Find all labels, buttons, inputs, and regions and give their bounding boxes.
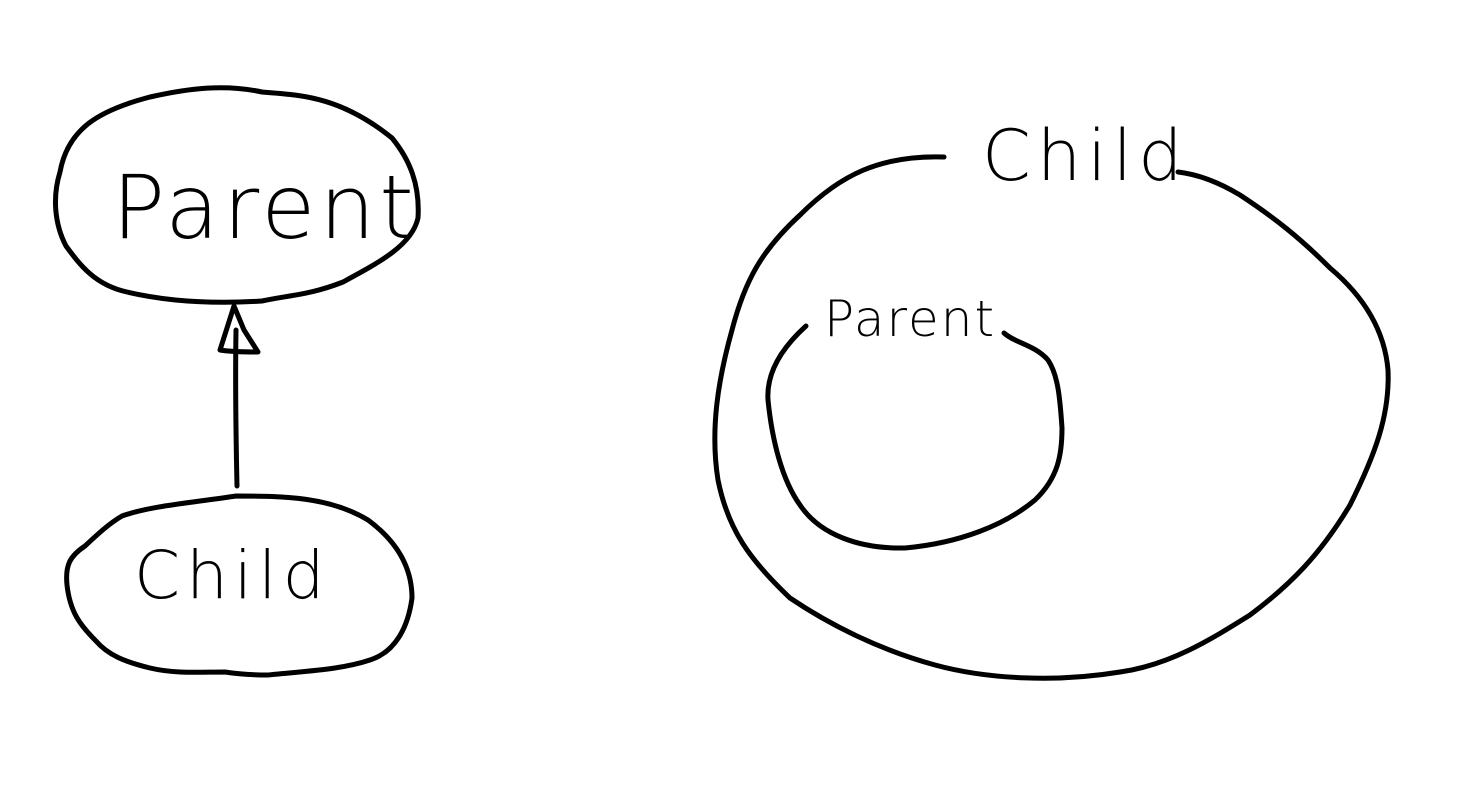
right-inner-ring [765, 323, 1065, 551]
right-outer-ring [712, 154, 1391, 681]
left-parent-node: Parent [53, 85, 421, 305]
right-outer-label: Child [982, 115, 1189, 197]
right-inner-label: Parent [824, 290, 996, 348]
right-inner-parent-node: Parent [765, 290, 1065, 551]
right-outer-child-node: Child [712, 115, 1391, 681]
left-parent-label: Parent [112, 156, 418, 259]
left-child-node: Child [64, 493, 415, 678]
left-child-label: Child [134, 537, 330, 614]
inheritance-arrow [217, 303, 261, 489]
inheritance-arrowhead [217, 303, 261, 355]
left-child-ellipse [64, 493, 415, 678]
left-parent-ellipse [53, 85, 421, 305]
